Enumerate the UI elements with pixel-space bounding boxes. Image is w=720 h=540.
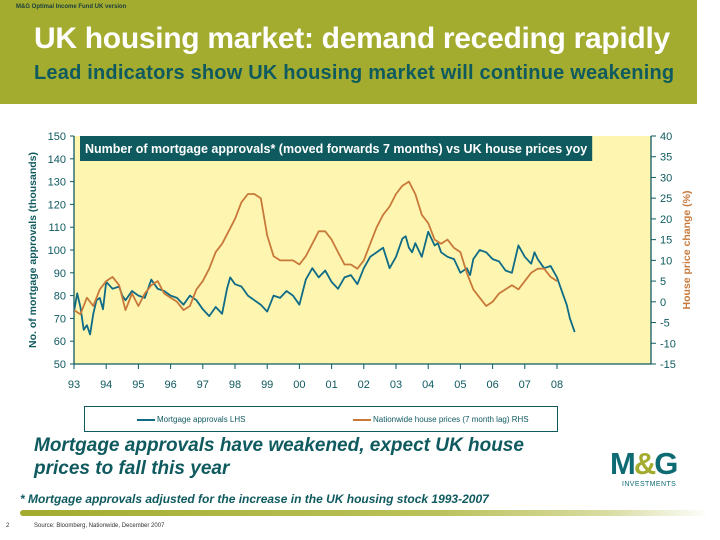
x-tick-label: 97: [197, 379, 209, 391]
page-title: UK housing market: demand receding rapid…: [34, 22, 670, 55]
logo-amp: &: [633, 446, 656, 481]
y-tick-label: 120: [48, 199, 66, 211]
plot-area: [74, 136, 651, 364]
y2-tick-label: 15: [660, 235, 672, 247]
y-tick-label: 80: [54, 291, 66, 303]
legend-swatch-mortgage: [137, 418, 155, 421]
chart-title: Number of mortgage approvals* (moved for…: [85, 142, 587, 156]
series-line-mortgage-approvals: [73, 230, 576, 336]
logo-g: G: [654, 446, 678, 481]
legend-swatch-nationwide: [353, 418, 371, 421]
fund-label: M&G Optimal Income Fund UK version: [16, 4, 127, 10]
y2-tick-label: 25: [660, 193, 672, 205]
source-text: Source: Bloomberg, Nationwide, December …: [34, 523, 165, 529]
y-axis-title: No. of mortgage approvals (thousands): [27, 152, 39, 348]
x-tick-label: 96: [164, 379, 176, 391]
footnote: * Mortgage approvals adjusted for the in…: [20, 492, 489, 506]
x-tick-label: 08: [551, 379, 563, 391]
x-tick-label: 00: [293, 379, 305, 391]
y2-tick-label: 10: [660, 255, 672, 267]
y2-tick-label: 30: [660, 172, 672, 184]
y-tick-label: 70: [54, 313, 66, 325]
y-tick-label: 130: [48, 177, 66, 189]
x-tick-label: 05: [454, 379, 466, 391]
page-subtitle: Lead indicators show UK housing market w…: [34, 62, 675, 84]
line-chart: 5060708090100110120130140150-15-10-50510…: [27, 131, 693, 391]
header-band: M&G Optimal Income Fund UK version UK ho…: [0, 0, 697, 104]
page-number: 2: [6, 523, 10, 529]
y2-tick-label: 40: [660, 131, 672, 143]
logo-wordmark: M&G: [610, 448, 690, 480]
y-tick-label: 150: [48, 131, 66, 143]
x-tick-label: 04: [422, 379, 434, 391]
legend-item-mortgage: Mortgage approvals LHS: [137, 415, 246, 424]
y-tick-label: 50: [54, 359, 66, 371]
x-tick-label: 98: [229, 379, 241, 391]
chart-legend: Mortgage approvals LHS Nationwide house …: [84, 406, 558, 432]
y2-tick-label: -10: [660, 338, 676, 350]
conclusion-text: Mortgage approvals have weakened, expect…: [34, 435, 524, 479]
x-tick-label: 01: [325, 379, 337, 391]
legend-item-nationwide: Nationwide house prices (7 month lag) RH…: [353, 415, 529, 424]
x-tick-label: 95: [132, 379, 144, 391]
x-tick-label: 02: [358, 379, 370, 391]
chart-title-banner: [80, 136, 593, 161]
mg-logo: M&G INVESTMENTS: [610, 448, 690, 498]
x-tick-label: 99: [261, 379, 273, 391]
x-tick-label: 03: [390, 379, 402, 391]
series-line-nationwide-prices: [73, 180, 558, 316]
y2-tick-label: 5: [660, 276, 666, 288]
y2-tick-label: 0: [660, 297, 666, 309]
y-tick-label: 60: [54, 336, 66, 348]
y-tick-label: 110: [48, 222, 66, 234]
y2-tick-label: 35: [660, 152, 672, 164]
legend-label-mortgage: Mortgage approvals LHS: [157, 415, 246, 424]
y-tick-label: 140: [48, 154, 66, 166]
x-tick-label: 07: [519, 379, 531, 391]
y2-tick-label: -15: [660, 359, 676, 371]
logo-sub: INVESTMENTS: [622, 481, 677, 488]
x-tick-label: 06: [486, 379, 498, 391]
logo-m: M: [610, 446, 636, 481]
decorative-swoosh: [20, 510, 710, 516]
x-tick-label: 94: [100, 379, 112, 391]
y2-tick-label: 20: [660, 214, 672, 226]
y-tick-label: 100: [48, 245, 66, 257]
y2-tick-label: -5: [660, 318, 670, 330]
y-tick-label: 90: [54, 268, 66, 280]
legend-label-nationwide: Nationwide house prices (7 month lag) RH…: [373, 415, 529, 424]
y2-axis-title: House price change (%): [681, 190, 693, 309]
x-tick-label: 93: [68, 379, 80, 391]
